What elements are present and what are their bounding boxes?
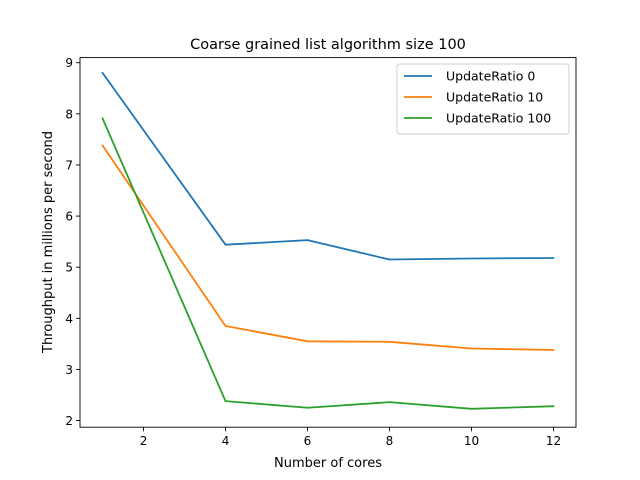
y-tick-label: 6 [65,210,73,224]
x-tick-label: 4 [222,434,230,448]
x-tick-label: 10 [464,434,479,448]
legend-label-1: UpdateRatio 0 [446,69,535,84]
x-tick-label: 6 [304,434,312,448]
axis-ticks: 2 4 6 8 10 12 2 3 4 5 6 7 8 9 [65,56,561,448]
y-axis-label: Throughput in millions per second [41,131,56,354]
series-line-1 [101,71,555,261]
axes-frame [79,57,577,428]
y-tick-label: 7 [65,158,73,172]
legend: UpdateRatio 0 UpdateRatio 10 UpdateRatio 1… [396,63,570,135]
y-tick-label: 9 [65,56,73,70]
y-tick-label: 5 [65,261,73,275]
y-tick-label: 8 [65,107,73,121]
x-axis-label: Number of cores [274,456,382,471]
y-tick-label: 4 [65,312,73,326]
legend-box [396,63,570,135]
plot-area [101,71,555,410]
x-tick-label: 12 [546,434,561,448]
series-line-3 [101,117,555,410]
series-line-2 [101,144,555,351]
legend-label-2: UpdateRatio 10 [446,90,543,105]
chart-title: Coarse grained list algorithm size 100 [190,37,466,53]
y-tick-label: 2 [65,414,73,428]
x-tick-label: 2 [140,434,148,448]
y-tick-label: 3 [65,363,73,377]
legend-label-3: UpdateRatio 100 [446,111,551,126]
x-tick-label: 8 [386,434,394,448]
